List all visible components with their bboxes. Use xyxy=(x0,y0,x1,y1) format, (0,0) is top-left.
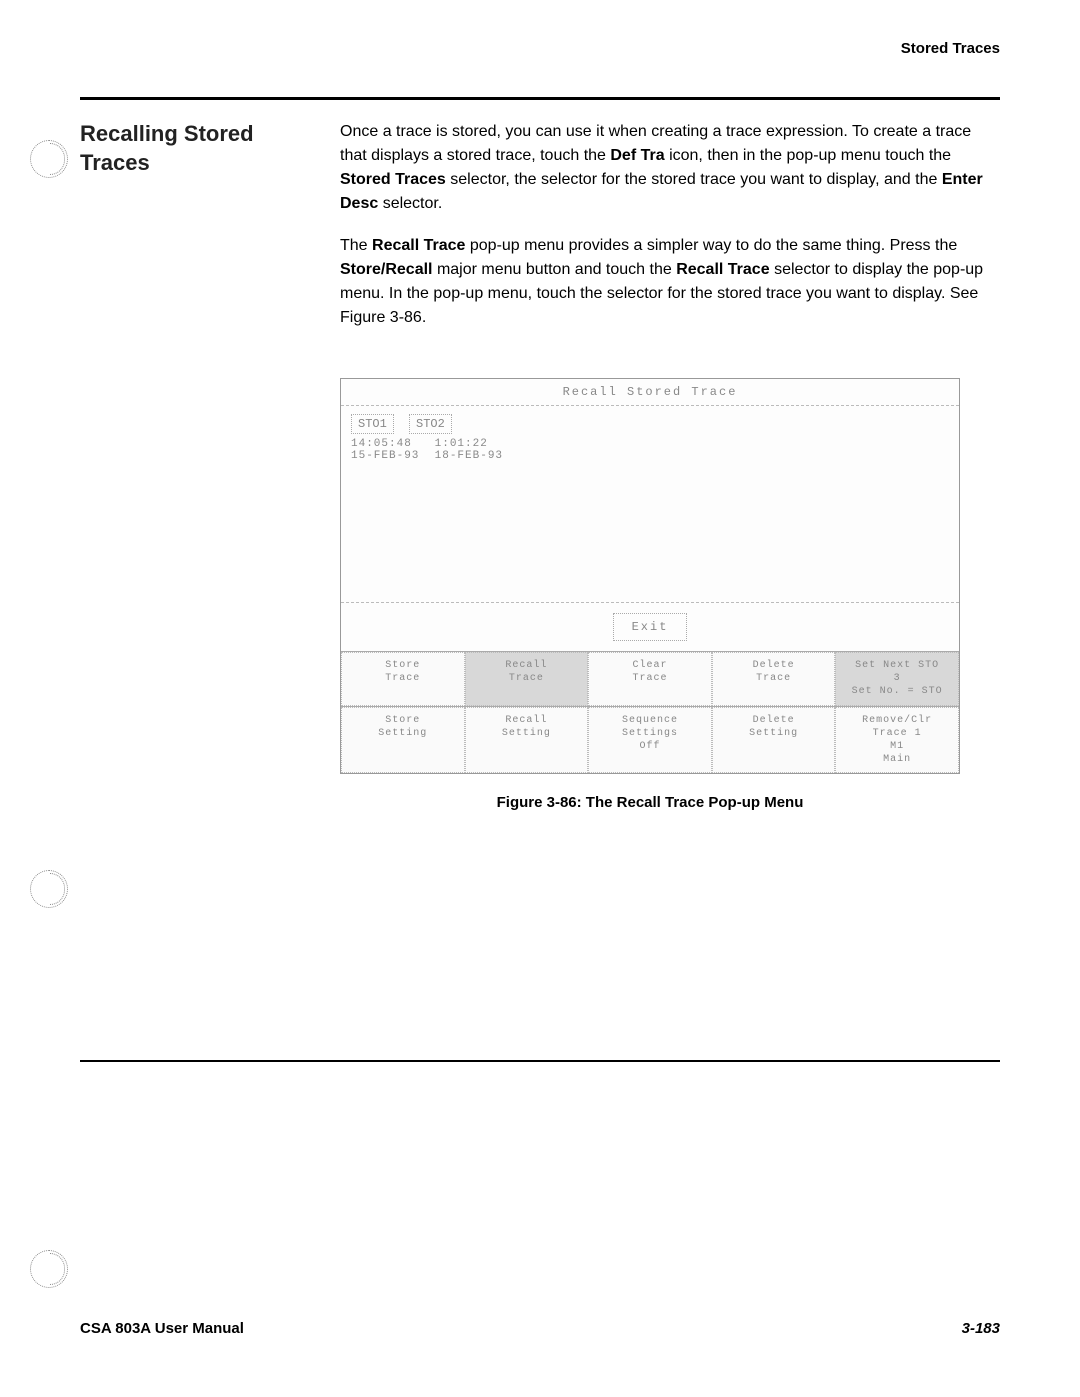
rule-top xyxy=(80,97,1000,100)
set-next-sto-button[interactable]: Set Next STO3Set No. = STO xyxy=(835,652,959,706)
menu-row-2: StoreSetting RecallSetting SequenceSetti… xyxy=(341,706,959,773)
stored-traces-label: Stored Traces xyxy=(340,171,446,188)
date1: 15-FEB-93 xyxy=(351,450,419,462)
exit-button[interactable]: Exit xyxy=(613,613,688,641)
p2-text-c: major menu button and touch the xyxy=(437,261,676,278)
right-column: Once a trace is stored, you can use it w… xyxy=(340,120,1000,348)
p2-text-b: pop-up menu provides a simpler way to do… xyxy=(470,237,957,254)
p2-text-a: The xyxy=(340,237,372,254)
store-recall-label: Store/Recall xyxy=(340,261,432,278)
binder-mark-bot xyxy=(30,1250,68,1288)
paragraph-2: The Recall Trace pop-up menu provides a … xyxy=(340,234,1000,330)
clear-trace-button[interactable]: ClearTrace xyxy=(588,652,712,706)
store-setting-button[interactable]: StoreSetting xyxy=(341,707,465,773)
rule-bottom xyxy=(80,1060,1000,1062)
delete-setting-button[interactable]: DeleteSetting xyxy=(712,707,836,773)
menu-row-1: StoreTrace RecallTrace ClearTrace Delete… xyxy=(341,651,959,706)
scope-screen: Recall Stored Trace STO1 STO2 14:05:48 1… xyxy=(340,378,960,774)
binder-mark-mid xyxy=(30,870,68,908)
scope-title: Recall Stored Trace xyxy=(341,379,959,406)
section-title: Recalling Stored Traces xyxy=(80,120,300,177)
figure: Recall Stored Trace STO1 STO2 14:05:48 1… xyxy=(340,378,960,811)
header-section: Stored Traces xyxy=(80,40,1000,57)
exit-row: Exit xyxy=(341,602,959,651)
footer-right: 3-183 xyxy=(962,1320,1000,1337)
binder-mark-top xyxy=(30,140,68,178)
scope-body: STO1 STO2 14:05:48 1:01:22 15-FEB-93 18-… xyxy=(341,406,959,602)
recall-trace-label-1: Recall Trace xyxy=(372,237,465,254)
footer-left: CSA 803A User Manual xyxy=(80,1320,244,1337)
date2: 18-FEB-93 xyxy=(435,450,503,462)
sto1-button[interactable]: STO1 xyxy=(351,414,394,434)
sto2-button[interactable]: STO2 xyxy=(409,414,452,434)
delete-trace-button[interactable]: DeleteTrace xyxy=(712,652,836,706)
recall-trace-button[interactable]: RecallTrace xyxy=(465,652,589,706)
p1-text-c: selector, the selector for the stored tr… xyxy=(450,171,942,188)
figure-caption: Figure 3-86: The Recall Trace Pop-up Men… xyxy=(340,794,960,811)
remove-clr-button[interactable]: Remove/ClrTrace 1M1Main xyxy=(835,707,959,773)
p1-text-d: selector. xyxy=(383,195,443,212)
time1: 14:05:48 xyxy=(351,438,412,450)
time-line: 14:05:48 1:01:22 xyxy=(351,438,949,450)
sequence-settings-button[interactable]: SequenceSettingsOff xyxy=(588,707,712,773)
content-row: Recalling Stored Traces Once a trace is … xyxy=(80,120,1000,348)
date-line: 15-FEB-93 18-FEB-93 xyxy=(351,450,949,462)
recall-setting-button[interactable]: RecallSetting xyxy=(465,707,589,773)
paragraph-1: Once a trace is stored, you can use it w… xyxy=(340,120,1000,216)
recall-trace-label-2: Recall Trace xyxy=(676,261,769,278)
page: Stored Traces Recalling Stored Traces On… xyxy=(0,0,1080,1397)
def-tra-label: Def Tra xyxy=(610,147,664,164)
footer: CSA 803A User Manual 3-183 xyxy=(80,1320,1000,1337)
store-trace-button[interactable]: StoreTrace xyxy=(341,652,465,706)
time2: 1:01:22 xyxy=(435,438,488,450)
p1-text-b: icon, then in the pop-up menu touch the xyxy=(669,147,951,164)
left-column: Recalling Stored Traces xyxy=(80,120,300,348)
